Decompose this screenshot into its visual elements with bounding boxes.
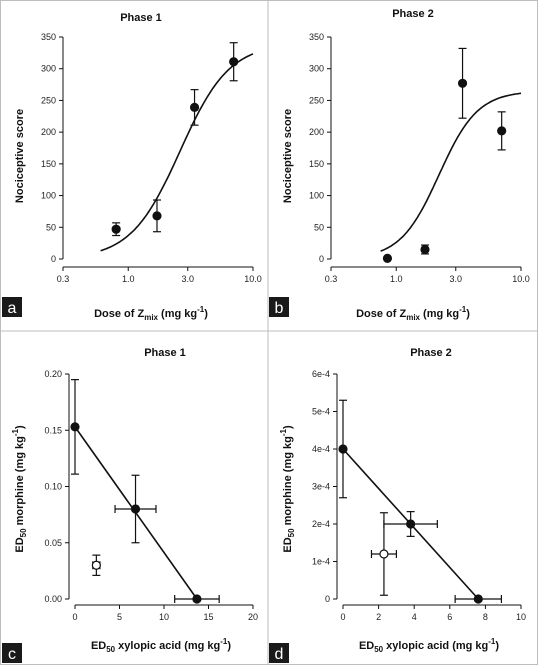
panel-c-letter: c — [8, 646, 16, 663]
x-tick-label: 2 — [376, 612, 381, 622]
y-tick-label: 150 — [309, 159, 324, 169]
panel-c-x-axis-label: ED50 xylopic acid (mg kg-1) — [91, 637, 231, 654]
x-tick-label: 8 — [483, 612, 488, 622]
data-point — [497, 126, 507, 136]
panel-b-title: Phase 2 — [392, 8, 434, 20]
y-tick-label: 100 — [309, 191, 324, 201]
y-tick-label: 0 — [325, 594, 330, 604]
panel-d-letter-badge — [269, 643, 289, 663]
y-tick-label: 0 — [51, 254, 56, 264]
panel-b: Phase 2 Nociceptive score Dose of Zmix (… — [269, 8, 530, 322]
x-tick-label: 1.0 — [122, 274, 135, 284]
data-point — [111, 224, 121, 234]
x-tick-label: 3.0 — [182, 274, 195, 284]
x-tick-label: 4 — [412, 612, 417, 622]
y-tick-label: 200 — [41, 127, 56, 137]
data-point — [152, 211, 162, 221]
x-tick-label: 5 — [117, 612, 122, 622]
data-point — [338, 444, 348, 454]
panel-a-x-axis-label: Dose of Zmix (mg kg-1) — [94, 305, 208, 322]
y-tick-label: 150 — [41, 159, 56, 169]
y-tick-label: 0.05 — [44, 538, 62, 548]
panel-d-plot: 0 1e-4 2e-4 3e-4 4e-4 5e-4 6e-4 0 2 4 6 8 10 — [312, 369, 526, 622]
x-tick-label: 0.3 — [57, 274, 70, 284]
panel-d-y-axis-label: ED50 morphine (mg kg-1) — [279, 425, 296, 553]
y-tick-label: 6e-4 — [312, 369, 330, 379]
x-tick-label: 0 — [72, 612, 77, 622]
panel-a-letter: a — [8, 300, 17, 317]
data-point — [192, 594, 202, 604]
data-point — [457, 78, 468, 88]
y-tick-label: 4e-4 — [312, 444, 330, 454]
panel-a: Phase 1 Nociceptive score Dose of Zmix (… — [2, 12, 262, 322]
data-point — [229, 57, 239, 67]
x-tick-label: 0.3 — [325, 274, 338, 284]
panel-d: Phase 2 ED50 morphine (mg kg-1) ED50 xyl… — [269, 347, 526, 663]
y-tick-label: 200 — [309, 127, 324, 137]
panel-b-y-axis-label: Nociceptive score — [282, 109, 294, 203]
y-tick-label: 0.20 — [44, 369, 62, 379]
y-tick-label: 0 — [319, 254, 324, 264]
x-tick-label: 15 — [203, 612, 213, 622]
y-tick-label: 5e-4 — [312, 407, 330, 417]
y-tick-label: 50 — [46, 222, 56, 232]
x-tick-label: 10.0 — [244, 274, 262, 284]
fit-curve — [380, 92, 522, 252]
panel-a-y-axis-label: Nociceptive score — [14, 109, 26, 203]
y-tick-label: 250 — [309, 95, 324, 105]
y-tick-label: 300 — [41, 64, 56, 74]
y-tick-label: 0.15 — [44, 425, 62, 435]
y-tick-label: 0.00 — [44, 594, 62, 604]
fit-curve — [100, 53, 254, 252]
y-tick-label: 100 — [41, 191, 56, 201]
panel-a-plot: 0 50 100 150 200 250 300 350 0.3 1.0 3.0 10.0 — [41, 32, 262, 284]
data-point — [189, 102, 200, 113]
panel-b-plot: 0 50 100 150 200 250 300 350 0.3 1.0 3.0 10.0 — [309, 32, 530, 284]
panel-b-letter-badge — [269, 297, 289, 317]
x-tick-label: 10 — [516, 612, 526, 622]
panel-d-title: Phase 2 — [410, 347, 452, 359]
x-tick-label: 10.0 — [512, 274, 530, 284]
y-tick-label: 300 — [309, 64, 324, 74]
x-tick-label: 3.0 — [450, 274, 463, 284]
y-tick-label: 350 — [309, 32, 324, 42]
y-tick-label: 0.10 — [44, 482, 62, 492]
y-tick-label: 350 — [41, 32, 56, 42]
panel-d-letter: d — [275, 646, 284, 663]
data-point — [420, 244, 430, 255]
data-point — [382, 253, 393, 263]
y-tick-label: 3e-4 — [312, 482, 330, 492]
x-tick-label: 0 — [340, 612, 345, 622]
x-tick-label: 20 — [248, 612, 258, 622]
panel-c-title: Phase 1 — [144, 347, 186, 359]
x-tick-label: 6 — [447, 612, 452, 622]
data-point-open — [91, 560, 101, 570]
data-point — [406, 519, 416, 529]
panel-c-letter-badge — [2, 643, 22, 663]
x-tick-label: 10 — [159, 612, 169, 622]
y-tick-label: 50 — [314, 222, 324, 232]
panel-b-x-axis-label: Dose of Zmix (mg kg-1) — [356, 305, 470, 322]
x-tick-label: 1.0 — [390, 274, 403, 284]
panel-c: Phase 1 ED50 morphine (mg kg-1) ED50 xyl… — [2, 347, 258, 663]
data-point — [70, 422, 80, 432]
y-tick-label: 250 — [41, 95, 56, 105]
data-point-open — [379, 549, 389, 559]
panel-d-x-axis-label: ED50 xylopic acid (mg kg-1) — [359, 637, 499, 654]
panel-c-y-axis-label: ED50 morphine (mg kg-1) — [11, 425, 28, 553]
y-tick-label: 1e-4 — [312, 557, 330, 567]
panel-c-plot: 0.00 0.05 0.10 0.15 0.20 0 5 10 15 20 — [44, 369, 258, 622]
data-point — [473, 594, 483, 604]
y-tick-label: 2e-4 — [312, 519, 330, 529]
data-point — [130, 504, 141, 514]
panel-b-letter: b — [275, 300, 284, 317]
panel-a-title: Phase 1 — [120, 12, 162, 24]
panel-a-letter-badge — [2, 297, 22, 317]
